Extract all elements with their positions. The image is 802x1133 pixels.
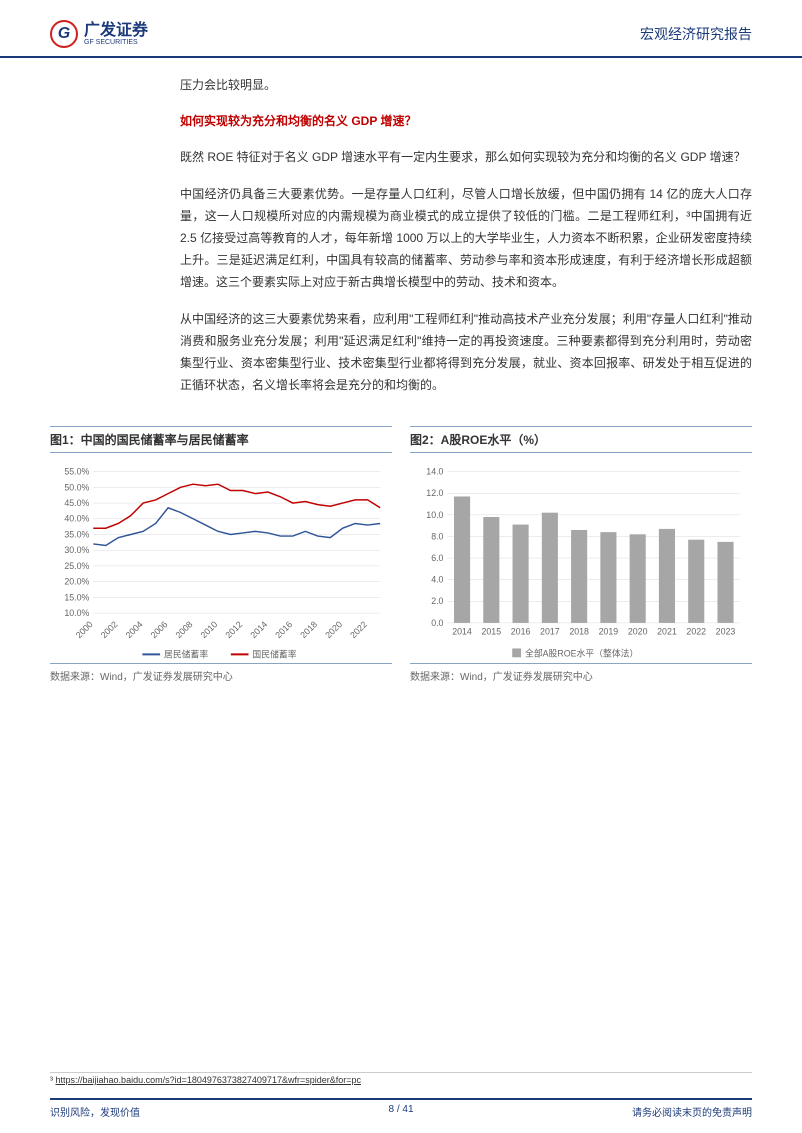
svg-text:2017: 2017 [540, 627, 560, 637]
svg-text:25.0%: 25.0% [64, 561, 89, 571]
svg-text:2020: 2020 [628, 627, 648, 637]
svg-text:15.0%: 15.0% [64, 593, 89, 603]
svg-text:2014: 2014 [248, 619, 269, 640]
svg-text:2020: 2020 [323, 619, 344, 640]
svg-text:2006: 2006 [149, 619, 170, 640]
logo-text-cn: 广发证券 [84, 23, 148, 39]
svg-text:14.0: 14.0 [426, 467, 443, 477]
svg-text:10.0%: 10.0% [64, 608, 89, 618]
para-0: 压力会比较明显。 [180, 74, 752, 96]
logo-text-en: GF SECURITIES [84, 39, 148, 46]
svg-text:2015: 2015 [481, 627, 501, 637]
svg-text:2008: 2008 [174, 619, 195, 640]
footnote: ³ https://baijiahao.baidu.com/s?id=18049… [50, 1072, 752, 1085]
chart2-svg: 0.0 2.0 4.0 6.0 8.0 10.0 12.0 14.0 2014 2015 2016 2… [414, 461, 748, 663]
chart1-column: 图1：中国的国民储蓄率与居民储蓄率 10.0% 15.0% 20.0% 25.0% 30… [50, 426, 392, 687]
svg-text:2000: 2000 [74, 619, 95, 640]
svg-text:45.0%: 45.0% [64, 498, 89, 508]
footnote-link[interactable]: https://baijiahao.baidu.com/s?id=1804976… [56, 1075, 361, 1085]
svg-text:国民储蓄率: 国民储蓄率 [252, 649, 296, 660]
svg-text:2014: 2014 [452, 627, 472, 637]
svg-text:居民储蓄率: 居民储蓄率 [164, 649, 208, 660]
svg-text:2018: 2018 [298, 619, 319, 640]
chart1-source: 数据来源：Wind，广发证券发展研究中心 [50, 663, 392, 687]
svg-text:2010: 2010 [198, 619, 219, 640]
svg-text:2016: 2016 [511, 627, 531, 637]
svg-text:2016: 2016 [273, 619, 294, 640]
page-header: G 广发证券 GF SECURITIES 宏观经济研究报告 [0, 0, 802, 58]
svg-text:2022: 2022 [348, 619, 369, 640]
report-type: 宏观经济研究报告 [640, 24, 752, 44]
svg-text:50.0%: 50.0% [64, 483, 89, 493]
footer: 识别风险，发现价值 8 / 41 请务必阅读末页的免责声明 [50, 1098, 752, 1119]
chart1-title: 图1：中国的国民储蓄率与居民储蓄率 [50, 426, 392, 453]
svg-text:2018: 2018 [569, 627, 589, 637]
chart2-area: 0.0 2.0 4.0 6.0 8.0 10.0 12.0 14.0 2014 2015 2016 2… [410, 453, 752, 663]
svg-text:30.0%: 30.0% [64, 545, 89, 555]
para-2: 中国经济仍具备三大要素优势。一是存量人口红利，尽管人口增长放缓，但中国仍拥有 1… [180, 183, 752, 294]
svg-text:55.0%: 55.0% [64, 467, 89, 477]
content: 压力会比较明显。 如何实现较为充分和均衡的名义 GDP 增速？ 既然 ROE 特… [0, 58, 802, 687]
svg-text:20.0%: 20.0% [64, 577, 89, 587]
chart2-source: 数据来源：Wind，广发证券发展研究中心 [410, 663, 752, 687]
footer-left: 识别风险，发现价值 [50, 1104, 140, 1119]
svg-text:35.0%: 35.0% [64, 530, 89, 540]
page-number: 8 / 41 [388, 1104, 413, 1115]
svg-text:2022: 2022 [686, 627, 706, 637]
para-3: 从中国经济的这三大要素优势来看，应利用"工程师红利"推动高技术产业充分发展；利用… [180, 308, 752, 397]
svg-text:2.0: 2.0 [431, 596, 443, 606]
svg-text:2004: 2004 [124, 619, 145, 640]
svg-text:2002: 2002 [99, 619, 120, 640]
svg-text:40.0%: 40.0% [64, 514, 89, 524]
svg-text:4.0: 4.0 [431, 575, 443, 585]
footer-right: 请务必阅读末页的免责声明 [632, 1104, 752, 1119]
charts-row: 图1：中国的国民储蓄率与居民储蓄率 10.0% 15.0% 20.0% 25.0% 30… [50, 426, 752, 687]
svg-text:2019: 2019 [599, 627, 619, 637]
footnote-marker: ³ [50, 1075, 53, 1085]
para-1: 既然 ROE 特征对于名义 GDP 增速水平有一定内生要求，那么如何实现较为充分… [180, 146, 752, 168]
svg-text:2012: 2012 [223, 619, 244, 640]
svg-text:2023: 2023 [716, 627, 736, 637]
logo: G 广发证券 GF SECURITIES [50, 20, 148, 48]
logo-icon: G [50, 20, 78, 48]
svg-text:6.0: 6.0 [431, 553, 443, 563]
svg-text:10.0: 10.0 [426, 510, 443, 520]
chart2-column: 图2：A股ROE水平（%） 0.0 2.0 4.0 6.0 8.0 10.0 12.0 14.… [410, 426, 752, 687]
svg-text:12.0: 12.0 [426, 488, 443, 498]
svg-text:0.0: 0.0 [431, 618, 443, 628]
svg-text:全部A股ROE水平（整体法）: 全部A股ROE水平（整体法） [525, 648, 638, 659]
body-text: 压力会比较明显。 如何实现较为充分和均衡的名义 GDP 增速？ 既然 ROE 特… [180, 74, 752, 396]
svg-text:8.0: 8.0 [431, 532, 443, 542]
chart1-area: 10.0% 15.0% 20.0% 25.0% 30.0% 35.0% 40.0% 45.0%… [50, 453, 392, 663]
chart1-svg: 10.0% 15.0% 20.0% 25.0% 30.0% 35.0% 40.0% 45.0%… [54, 461, 388, 663]
chart2-title: 图2：A股ROE水平（%） [410, 426, 752, 453]
svg-text:2021: 2021 [657, 627, 677, 637]
section-heading: 如何实现较为充分和均衡的名义 GDP 增速？ [180, 110, 752, 132]
